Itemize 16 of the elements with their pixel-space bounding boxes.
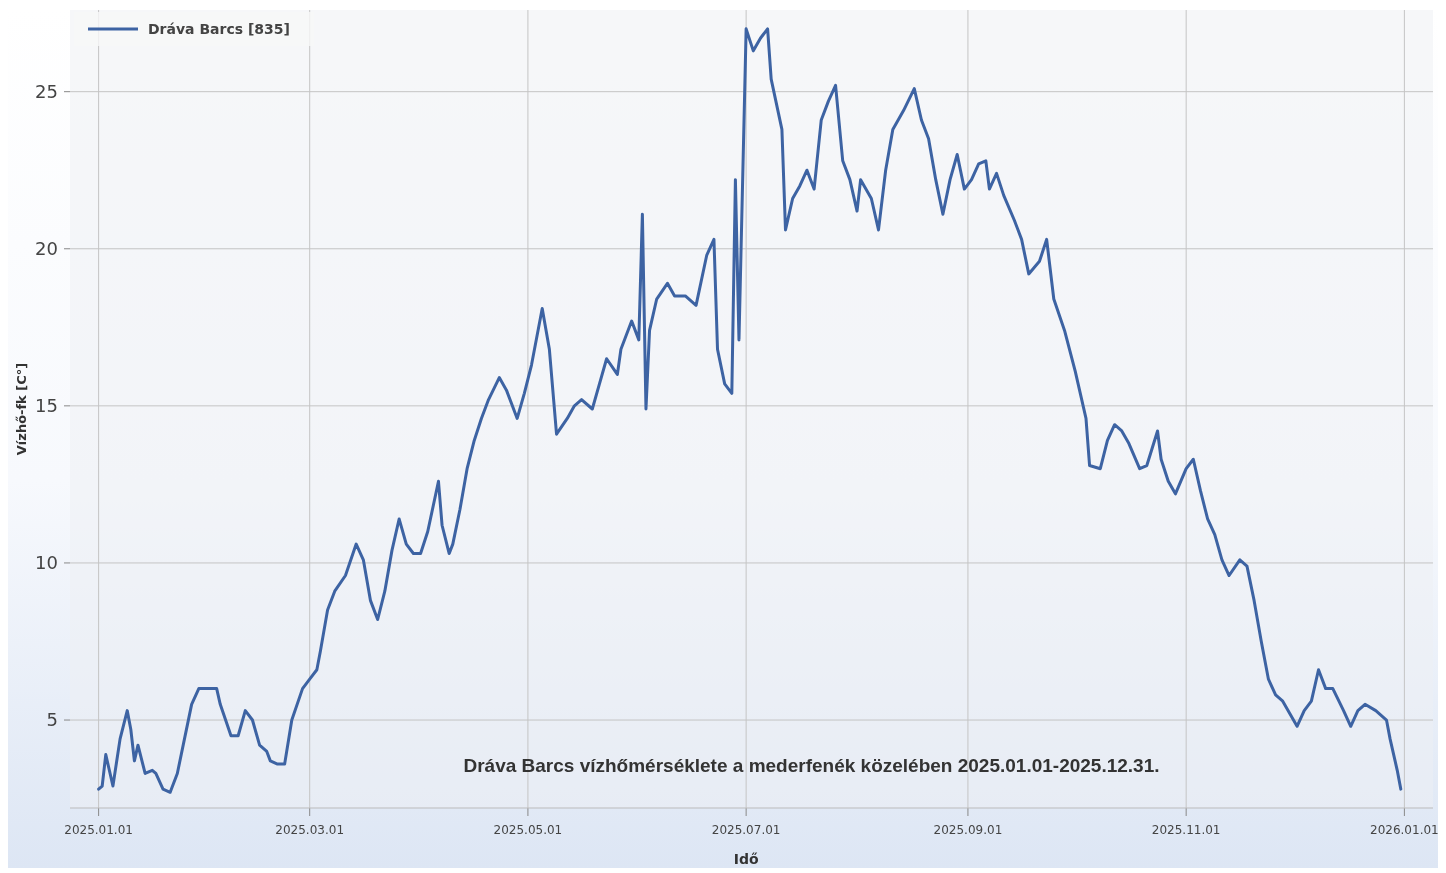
y-tick-label: 20 bbox=[35, 238, 58, 260]
y-tick-label: 25 bbox=[35, 80, 58, 102]
x-tick-label: 2025.05.01 bbox=[493, 823, 563, 837]
x-tick-label: 2025.09.01 bbox=[933, 823, 1003, 837]
x-axis-title: Idő bbox=[733, 851, 759, 867]
x-tick-label: 2026.01.01 bbox=[1370, 823, 1439, 837]
x-tick-label: 2025.03.01 bbox=[275, 823, 345, 837]
x-tick-label: 2025.11.01 bbox=[1151, 823, 1221, 837]
annotation: Dráva Barcs vízhőmérséklete a mederfenék közelében 2025.01.01-2025.12.31. bbox=[463, 755, 1160, 776]
x-tick-label: 2025.07.01 bbox=[711, 823, 781, 837]
y-tick-label: 15 bbox=[35, 395, 58, 417]
y-tick-label: 5 bbox=[46, 709, 58, 731]
y-axis-title: Vízhő-fk [C°] bbox=[14, 362, 29, 456]
legend-label: Dráva Barcs [835] bbox=[148, 20, 290, 37]
y-tick-label: 10 bbox=[35, 552, 58, 574]
x-tick-label: 2025.01.01 bbox=[64, 823, 133, 837]
